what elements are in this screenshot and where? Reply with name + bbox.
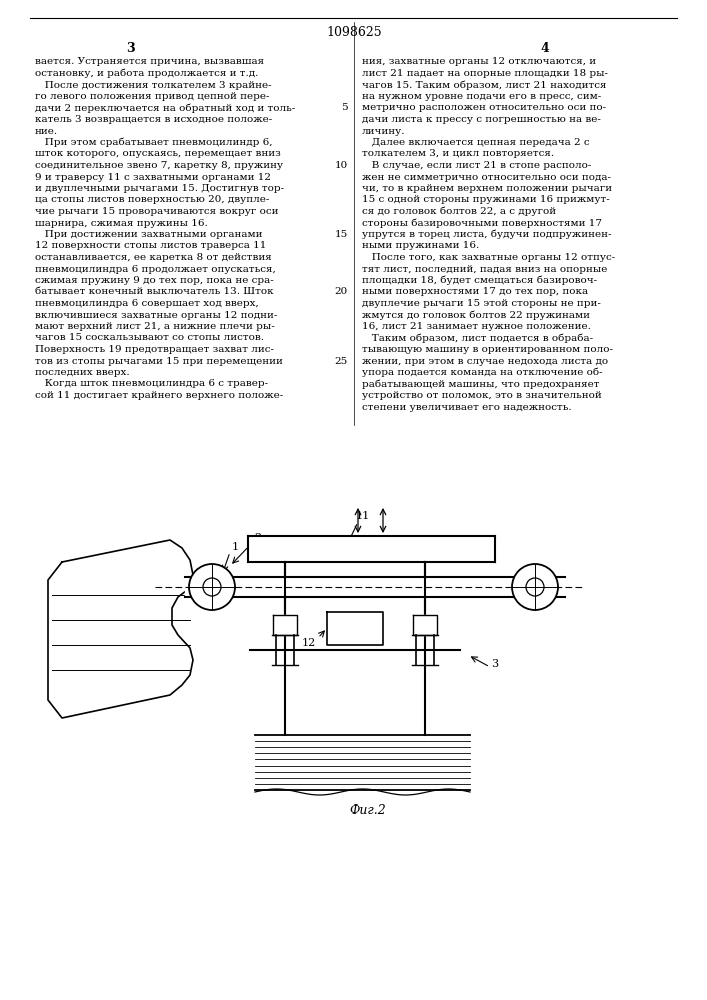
Text: тывающую машину в ориентированном поло-: тывающую машину в ориентированном поло- <box>362 345 613 354</box>
Text: пневмоцилиндра 6 продолжает опускаться,: пневмоцилиндра 6 продолжает опускаться, <box>35 264 276 273</box>
Text: 20: 20 <box>334 288 348 296</box>
Text: го левого положения привод цепной пере-: го левого положения привод цепной пере- <box>35 92 269 101</box>
Text: 2: 2 <box>254 533 261 543</box>
Text: батывает конечный выключатель 13. Шток: батывает конечный выключатель 13. Шток <box>35 288 274 296</box>
Text: При этом срабатывает пневмоцилиндр 6,: При этом срабатывает пневмоцилиндр 6, <box>35 138 272 147</box>
Text: 10: 10 <box>334 161 348 170</box>
Polygon shape <box>273 615 297 635</box>
Text: дачи листа к прессу с погрешностью на ве-: дачи листа к прессу с погрешностью на ве… <box>362 115 601 124</box>
Text: двуплечие рычаги 15 этой стороны не при-: двуплечие рычаги 15 этой стороны не при- <box>362 299 601 308</box>
Text: 3: 3 <box>491 659 498 669</box>
Circle shape <box>526 578 544 596</box>
Text: 12: 12 <box>302 638 316 648</box>
Text: личину.: личину. <box>362 126 406 135</box>
Text: дачи 2 переключается на обратный ход и толь-: дачи 2 переключается на обратный ход и т… <box>35 103 296 113</box>
Text: Таким образом, лист подается в обраба-: Таким образом, лист подается в обраба- <box>362 333 593 343</box>
Text: упора подается команда на отключение об-: упора подается команда на отключение об- <box>362 368 602 377</box>
Text: тят лист, последний, падая вниз на опорные: тят лист, последний, падая вниз на опорн… <box>362 264 607 273</box>
Text: После достижения толкателем 3 крайне-: После достижения толкателем 3 крайне- <box>35 81 271 90</box>
Polygon shape <box>327 612 383 645</box>
Text: 3: 3 <box>126 41 134 54</box>
Text: 15: 15 <box>334 230 348 239</box>
Text: сой 11 достигает крайнего верхнего положе-: сой 11 достигает крайнего верхнего полож… <box>35 391 284 400</box>
Text: 11: 11 <box>356 511 370 521</box>
Text: чагов 15 соскальзывают со стопы листов.: чагов 15 соскальзывают со стопы листов. <box>35 334 264 342</box>
Text: чи, то в крайнем верхнем положении рычаги: чи, то в крайнем верхнем положении рычаг… <box>362 184 612 193</box>
Text: 4: 4 <box>541 41 549 54</box>
Text: останавливается, ее каретка 8 от действия: останавливается, ее каретка 8 от действи… <box>35 253 271 262</box>
Text: 1098625: 1098625 <box>326 25 382 38</box>
Text: упрутся в торец листа, будучи подпружинен-: упрутся в торец листа, будучи подпружине… <box>362 230 612 239</box>
Text: шарнира, сжимая пружины 16.: шарнира, сжимая пружины 16. <box>35 219 208 228</box>
Text: чагов 15. Таким образом, лист 21 находится: чагов 15. Таким образом, лист 21 находит… <box>362 80 607 90</box>
Text: жении, при этом в случае недохода листа до: жении, при этом в случае недохода листа … <box>362 357 608 365</box>
Circle shape <box>203 578 221 596</box>
Text: Когда шток пневмоцилиндра 6 с травер-: Когда шток пневмоцилиндра 6 с травер- <box>35 379 268 388</box>
Text: жмутся до головок болтов 22 пружинами: жмутся до головок болтов 22 пружинами <box>362 310 590 320</box>
Text: рабатывающей машины, что предохраняет: рабатывающей машины, что предохраняет <box>362 379 600 389</box>
Polygon shape <box>185 577 565 597</box>
Text: устройство от поломок, это в значительной: устройство от поломок, это в значительно… <box>362 391 602 400</box>
Text: 5: 5 <box>341 104 348 112</box>
Text: степени увеличивает его надежность.: степени увеличивает его надежность. <box>362 402 572 412</box>
Text: сжимая пружину 9 до тех пор, пока не сра-: сжимая пружину 9 до тех пор, пока не сра… <box>35 276 274 285</box>
Text: лист 21 падает на опорные площадки 18 ры-: лист 21 падает на опорные площадки 18 ры… <box>362 69 608 78</box>
Polygon shape <box>413 615 437 635</box>
Text: 15 с одной стороны пружинами 16 прижмут-: 15 с одной стороны пружинами 16 прижмут- <box>362 196 609 205</box>
Text: шток которого, опускаясь, перемещает вниз: шток которого, опускаясь, перемещает вни… <box>35 149 281 158</box>
Circle shape <box>512 564 558 610</box>
Text: В случае, если лист 21 в стопе располо-: В случае, если лист 21 в стопе располо- <box>362 161 591 170</box>
Text: 1: 1 <box>232 542 239 552</box>
Text: последних вверх.: последних вверх. <box>35 368 129 377</box>
Text: катель 3 возвращается в исходное положе-: катель 3 возвращается в исходное положе- <box>35 115 272 124</box>
Text: ние.: ние. <box>35 126 58 135</box>
Circle shape <box>189 564 235 610</box>
Text: соединительное звено 7, каретку 8, пружину: соединительное звено 7, каретку 8, пружи… <box>35 161 283 170</box>
Text: 16, лист 21 занимает нужное положение.: 16, лист 21 занимает нужное положение. <box>362 322 591 331</box>
Polygon shape <box>248 536 495 562</box>
Text: Поверхность 19 предотвращает захват лис-: Поверхность 19 предотвращает захват лис- <box>35 345 274 354</box>
Text: 25: 25 <box>334 357 348 365</box>
Text: После того, как захватные органы 12 отпус-: После того, как захватные органы 12 отпу… <box>362 253 615 262</box>
Text: жен не симметрично относительно оси пода-: жен не симметрично относительно оси пода… <box>362 172 611 182</box>
Text: 9 и траверсу 11 с захватными органами 12: 9 и траверсу 11 с захватными органами 12 <box>35 172 271 182</box>
Text: и двуплечными рычагами 15. Достигнув тор-: и двуплечными рычагами 15. Достигнув тор… <box>35 184 284 193</box>
Text: ся до головок болтов 22, а с другой: ся до головок болтов 22, а с другой <box>362 207 556 216</box>
Text: тов из стопы рычагами 15 при перемещении: тов из стопы рычагами 15 при перемещении <box>35 357 283 365</box>
Text: мают верхний лист 21, а нижние плечи ры-: мают верхний лист 21, а нижние плечи ры- <box>35 322 275 331</box>
Text: ния, захватные органы 12 отключаются, и: ния, захватные органы 12 отключаются, и <box>362 57 596 66</box>
Text: остановку, и работа продолжается и т.д.: остановку, и работа продолжается и т.д. <box>35 69 258 78</box>
Text: ными поверхностями 17 до тех пор, пока: ными поверхностями 17 до тех пор, пока <box>362 288 588 296</box>
Text: пневмоцилиндра 6 совершает ход вверх,: пневмоцилиндра 6 совершает ход вверх, <box>35 299 259 308</box>
Polygon shape <box>48 540 193 718</box>
Text: стороны базировочными поверхностями 17: стороны базировочными поверхностями 17 <box>362 218 602 228</box>
Text: Далее включается цепная передача 2 с: Далее включается цепная передача 2 с <box>362 138 590 147</box>
Text: вается. Устраняется причина, вызвавшая: вается. Устраняется причина, вызвавшая <box>35 57 264 66</box>
Text: ными пружинами 16.: ными пружинами 16. <box>362 241 479 250</box>
Text: При достижении захватными органами: При достижении захватными органами <box>35 230 262 239</box>
Text: чие рычаги 15 проворачиваются вокруг оси: чие рычаги 15 проворачиваются вокруг оси <box>35 207 279 216</box>
Text: площадки 18, будет смещаться базировоч-: площадки 18, будет смещаться базировоч- <box>362 276 597 285</box>
Text: ца стопы листов поверхностью 20, двупле-: ца стопы листов поверхностью 20, двупле- <box>35 196 269 205</box>
Text: 12 поверхности стопы листов траверса 11: 12 поверхности стопы листов траверса 11 <box>35 241 267 250</box>
Text: толкателем 3, и цикл повторяется.: толкателем 3, и цикл повторяется. <box>362 149 554 158</box>
Text: включившиеся захватные органы 12 подни-: включившиеся захватные органы 12 подни- <box>35 310 277 320</box>
Text: метрично расположен относительно оси по-: метрично расположен относительно оси по- <box>362 104 606 112</box>
Text: Фиг.2: Фиг.2 <box>350 804 386 816</box>
Text: на нужном уровне подачи его в пресс, сим-: на нужном уровне подачи его в пресс, сим… <box>362 92 601 101</box>
